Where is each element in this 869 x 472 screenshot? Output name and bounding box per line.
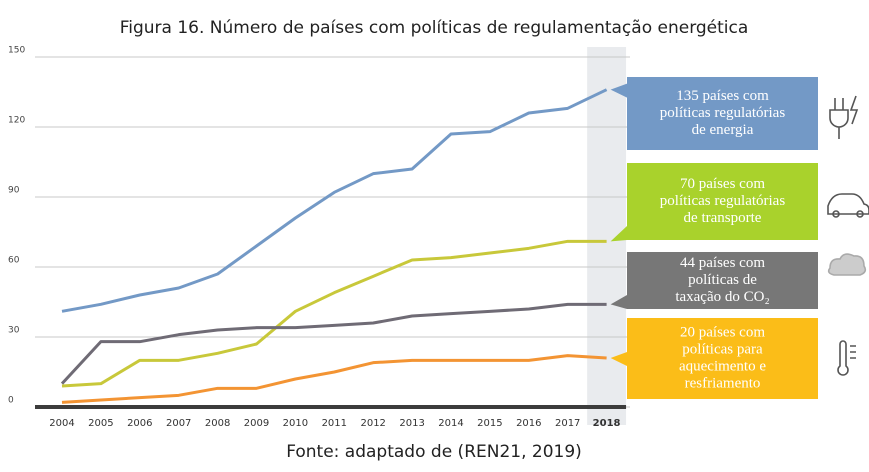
series-line — [61, 88, 608, 313]
y-tick-label: 30 — [8, 326, 20, 336]
callout-text: políticas regulatórias — [660, 193, 786, 209]
x-tick-label: 2015 — [477, 418, 502, 429]
x-tick-label: 2005 — [88, 418, 113, 429]
callout-text: resfriamento — [685, 375, 761, 391]
x-tick-label: 2011 — [322, 418, 347, 429]
series-line — [61, 354, 607, 404]
x-tick-label: 2016 — [516, 418, 541, 429]
callout-box — [610, 77, 818, 150]
x-tick-label: 2010 — [283, 418, 308, 429]
x-tick-label: 2012 — [360, 418, 385, 429]
x-tick-label: 2018 — [593, 418, 621, 429]
callout-text: de energia — [692, 122, 754, 138]
callout-text: de transporte — [684, 210, 762, 226]
y-tick-label: 60 — [8, 256, 20, 266]
x-tick-label: 2014 — [438, 418, 463, 429]
callout-text: políticas regulatórias — [660, 105, 786, 121]
y-tick-label: 90 — [8, 186, 20, 196]
callout-box — [610, 318, 818, 399]
callout-text: 135 países com — [676, 88, 769, 104]
y-tick-label: 0 — [8, 396, 14, 406]
y-tick-label: 150 — [8, 46, 25, 56]
x-tick-label: 2007 — [166, 418, 191, 429]
source: Fonte: adaptado de (REN21, 2019) — [286, 442, 582, 462]
series-line — [61, 239, 607, 388]
x-tick-label: 2013 — [399, 418, 424, 429]
chart-title: Figura 16. Número de países com política… — [120, 18, 749, 38]
x-tick-label: 2008 — [205, 418, 230, 429]
callout-text: 44 países com — [680, 255, 765, 271]
icons — [827, 95, 869, 376]
x-tick-label: 2017 — [555, 418, 580, 429]
callout-text: políticas de — [688, 272, 757, 288]
x-tick-label: 2006 — [127, 418, 152, 429]
x-tick-label: 2004 — [49, 418, 74, 429]
callout-text: 70 países com — [680, 176, 765, 192]
series-line — [60, 302, 607, 385]
x-tick-label: 2009 — [244, 418, 269, 429]
callout-text: políticas para — [682, 341, 763, 357]
callout-box — [610, 252, 818, 309]
callout-text: 20 países com — [680, 324, 765, 340]
callout-text: taxação do CO₂ — [675, 289, 769, 305]
callout-text: aquecimento e — [679, 358, 766, 374]
y-tick-label: 120 — [8, 116, 25, 126]
callout-box — [610, 163, 818, 242]
